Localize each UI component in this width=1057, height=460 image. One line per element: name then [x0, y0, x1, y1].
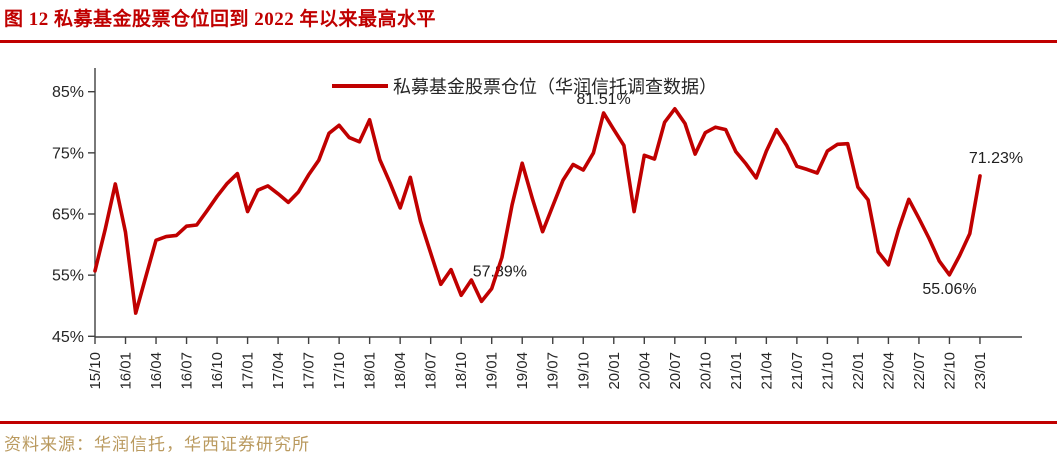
y-tick-label: 75%	[52, 145, 84, 162]
x-tick-label: 18/01	[362, 352, 379, 390]
x-tick-label: 17/04	[270, 352, 287, 390]
annotation-label: 71.23%	[969, 150, 1023, 167]
x-tick-label: 21/01	[728, 352, 745, 390]
x-tick-label: 16/10	[209, 352, 226, 390]
chart-legend: 私募基金股票仓位（华润信托调查数据）	[332, 73, 717, 99]
x-tick-label: 19/04	[514, 352, 531, 390]
x-tick-label: 15/10	[87, 352, 104, 390]
x-tick-label: 18/04	[392, 352, 409, 390]
x-tick-label: 18/07	[423, 352, 440, 390]
source-note: 资料来源：华润信托，华西证券研究所	[4, 435, 310, 454]
x-tick-label: 16/01	[118, 352, 135, 390]
y-tick-label: 55%	[52, 268, 84, 285]
y-tick-label: 45%	[52, 329, 84, 346]
legend-line-icon	[332, 84, 388, 88]
x-tick-label: 21/04	[758, 352, 775, 390]
x-tick-label: 20/04	[636, 352, 653, 390]
source-divider	[0, 421, 1057, 424]
x-tick-label: 19/10	[575, 352, 592, 390]
x-tick-label: 19/01	[484, 352, 501, 390]
x-tick-label: 22/01	[850, 352, 867, 390]
x-tick-label: 20/10	[697, 352, 714, 390]
x-tick-label: 19/07	[545, 352, 562, 390]
x-tick-label: 22/10	[941, 352, 958, 390]
figure-title: 图 12 私募基金股票仓位回到 2022 年以来最高水平	[4, 9, 437, 30]
x-tick-label: 17/07	[301, 352, 318, 390]
annotation-label: 57.89%	[473, 263, 527, 280]
x-tick-label: 22/04	[880, 352, 897, 390]
x-tick-label: 20/07	[667, 352, 684, 390]
annotation-label: 81.51%	[576, 91, 630, 108]
x-tick-label: 17/01	[240, 352, 257, 390]
x-tick-label: 17/10	[331, 352, 348, 390]
x-tick-label: 16/07	[179, 352, 196, 390]
x-tick-label: 18/10	[453, 352, 470, 390]
x-tick-label: 23/01	[972, 352, 989, 390]
x-tick-label: 21/07	[789, 352, 806, 390]
legend-label: 私募基金股票仓位（华润信托调查数据）	[393, 77, 717, 97]
x-tick-label: 22/07	[911, 352, 928, 390]
title-divider	[0, 40, 1057, 43]
y-tick-label: 65%	[52, 207, 84, 224]
annotation-label: 55.06%	[922, 281, 976, 298]
x-tick-label: 20/01	[606, 352, 623, 390]
y-tick-label: 85%	[52, 84, 84, 101]
x-tick-label: 21/10	[819, 352, 836, 390]
x-tick-label: 16/04	[148, 352, 165, 390]
series-line	[93, 107, 982, 315]
